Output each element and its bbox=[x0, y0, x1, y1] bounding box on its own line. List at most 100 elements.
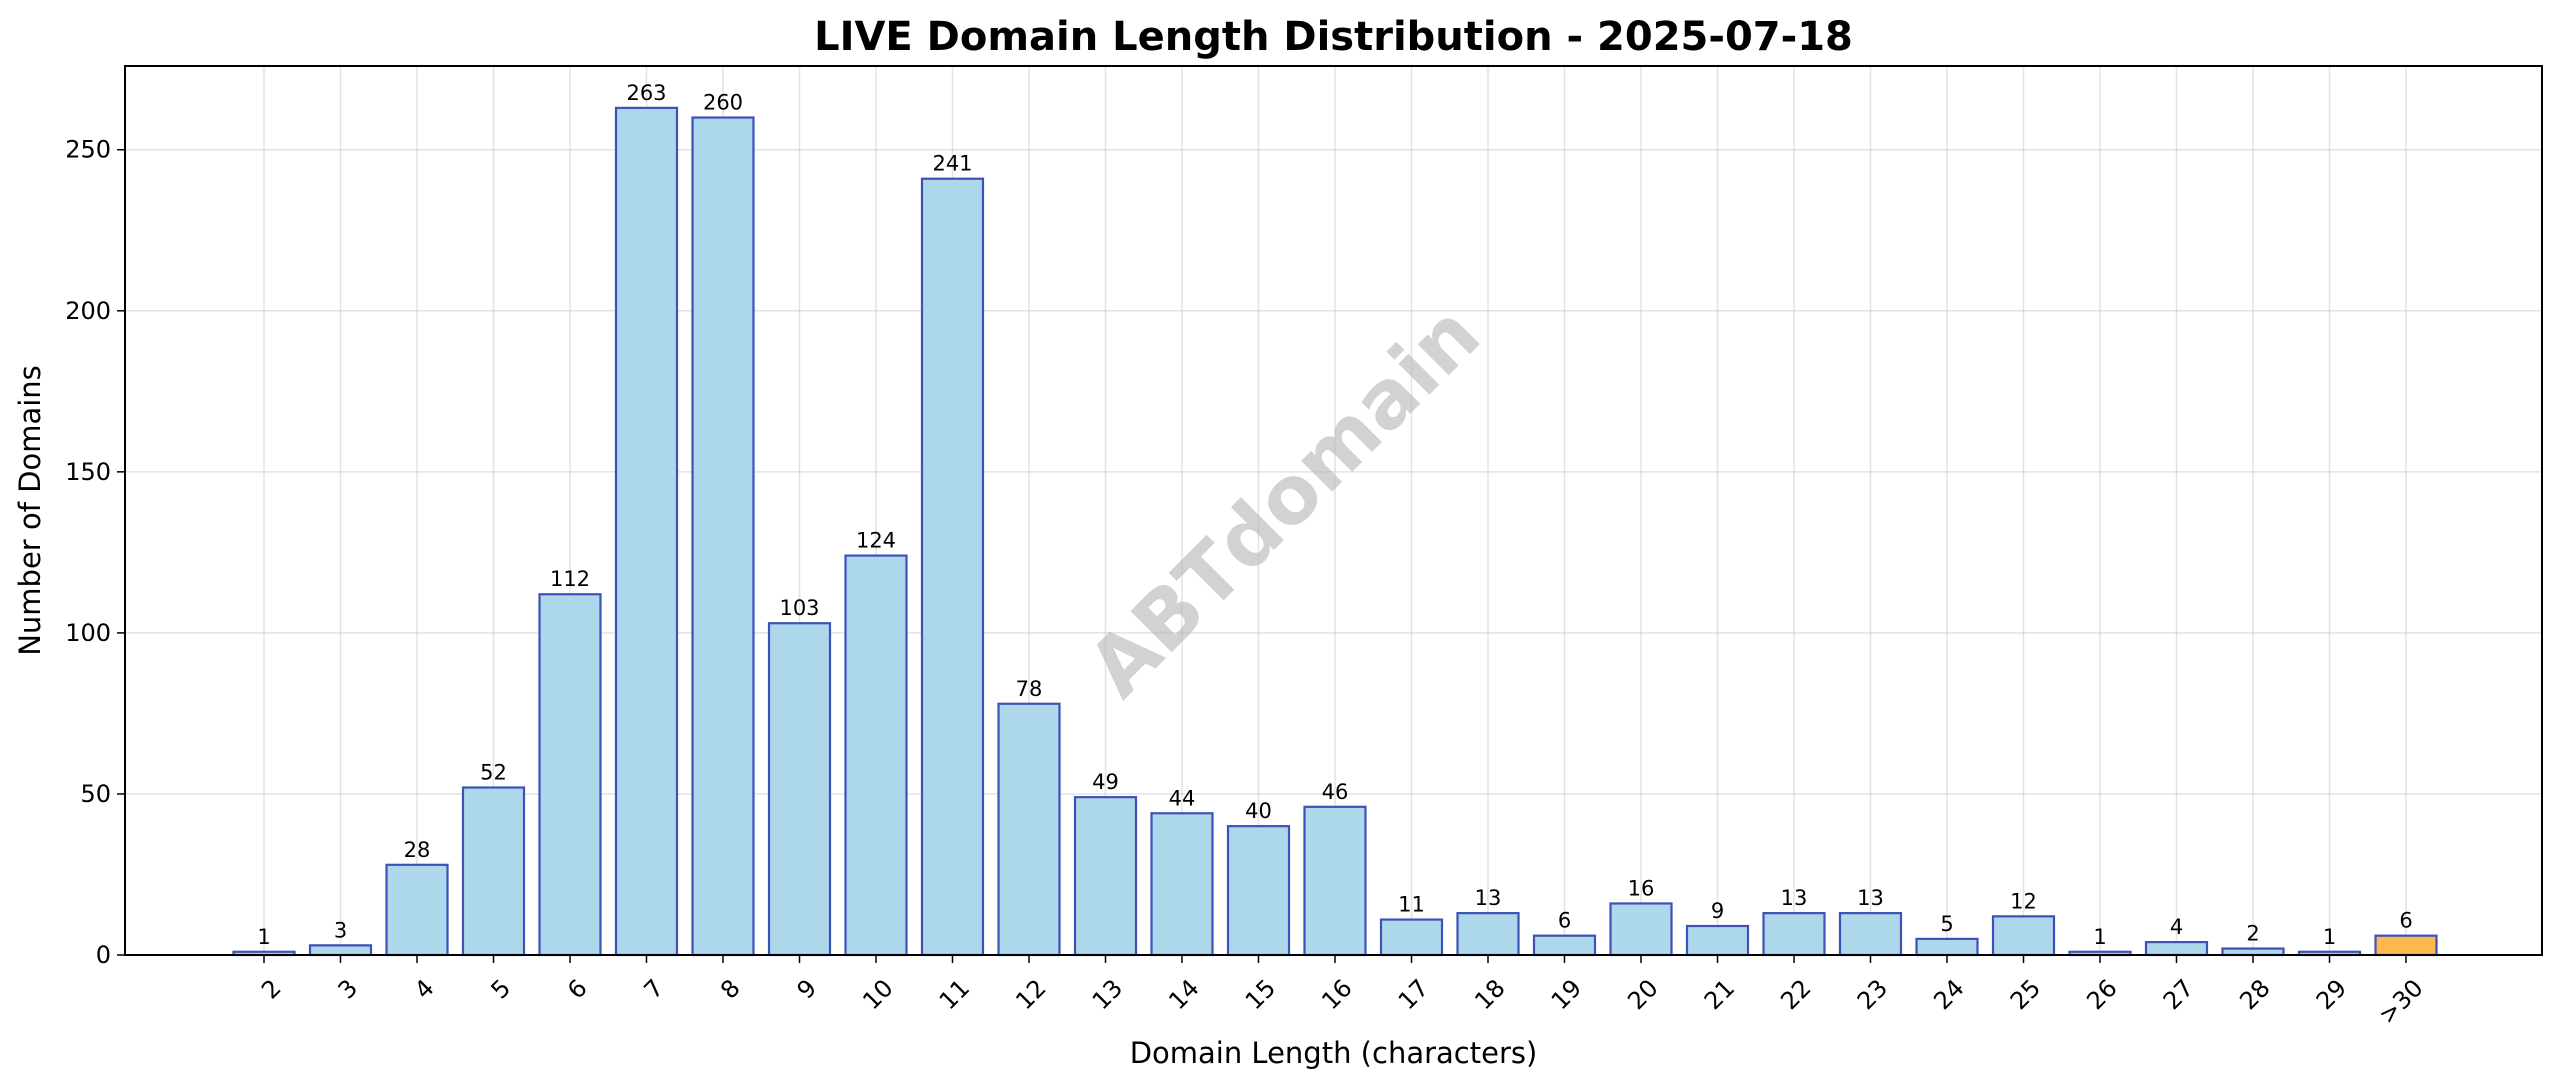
x-tick-label: 19 bbox=[1546, 974, 1587, 1015]
y-axis-ticks: 0 50 100 150 200 250 bbox=[65, 136, 125, 969]
x-tick-label: 2 bbox=[256, 974, 287, 1005]
data-label-12: 78 bbox=[1016, 677, 1043, 701]
data-label-15: 40 bbox=[1245, 799, 1272, 823]
data-label-4: 28 bbox=[404, 838, 431, 862]
x-tick-label: >30 bbox=[2373, 974, 2429, 1030]
bar-6 bbox=[538, 593, 602, 957]
x-tick-label: 13 bbox=[1087, 974, 1128, 1015]
bar-16 bbox=[1303, 805, 1367, 957]
data-label-23: 13 bbox=[1857, 886, 1884, 910]
y-tick-label: 250 bbox=[65, 136, 111, 164]
data-label-20: 16 bbox=[1628, 876, 1655, 900]
x-tick-label: 3 bbox=[333, 974, 364, 1005]
x-tick-label: 23 bbox=[1852, 974, 1893, 1015]
x-axis-ticks: 2 3 4 5 6 7 8 9 10 11 12 13 14 15 16 17 18 19 20 21 22 23 24 25… bbox=[256, 955, 2429, 1030]
bar->30 bbox=[2374, 934, 2438, 957]
x-tick-label: 4 bbox=[409, 974, 440, 1005]
x-tick-label: 15 bbox=[1240, 974, 1281, 1015]
data-label-13: 49 bbox=[1092, 770, 1119, 794]
bar-20 bbox=[1609, 902, 1673, 957]
data-label-26: 1 bbox=[2093, 925, 2106, 949]
data-label-8: 260 bbox=[703, 91, 743, 115]
chart-title: LIVE Domain Length Distribution - 2025-0… bbox=[814, 14, 1853, 60]
bar-22 bbox=[1762, 912, 1826, 957]
bar-13 bbox=[1073, 796, 1138, 957]
y-tick-label: 50 bbox=[80, 780, 111, 808]
x-axis-title: Domain Length (characters) bbox=[1130, 1036, 1538, 1070]
data-label-5: 52 bbox=[480, 761, 507, 785]
data-label-16: 46 bbox=[1322, 780, 1349, 804]
bar-15 bbox=[1226, 825, 1291, 957]
x-tick-label: 12 bbox=[1010, 974, 1051, 1015]
x-tick-label: 5 bbox=[486, 974, 517, 1005]
bar-9 bbox=[767, 622, 832, 957]
plot-frame bbox=[124, 65, 2543, 956]
bar-7 bbox=[614, 106, 679, 957]
y-tick-label: 100 bbox=[65, 619, 111, 647]
x-tick-label: 17 bbox=[1393, 974, 1434, 1015]
data-label-17: 11 bbox=[1398, 893, 1425, 917]
x-tick-label: 29 bbox=[2311, 974, 2352, 1015]
x-tick-label: 22 bbox=[1775, 974, 1816, 1015]
bar-24 bbox=[1915, 937, 1979, 957]
x-tick-label: 25 bbox=[2005, 974, 2046, 1015]
bar-25 bbox=[1991, 915, 2056, 957]
data-label->30: 6 bbox=[2399, 909, 2412, 933]
bar-11 bbox=[920, 177, 985, 957]
x-tick-label: 24 bbox=[1928, 974, 1969, 1015]
bar-4 bbox=[385, 863, 449, 957]
x-tick-label: 9 bbox=[792, 974, 823, 1005]
data-label-3: 3 bbox=[334, 918, 347, 942]
x-tick-label: 8 bbox=[715, 974, 746, 1005]
bars bbox=[232, 106, 2438, 957]
x-tick-label: 28 bbox=[2234, 974, 2275, 1015]
data-label-7: 263 bbox=[626, 81, 666, 105]
y-tick-label: 150 bbox=[65, 458, 111, 486]
data-label-2: 1 bbox=[257, 925, 270, 949]
x-tick-label: 21 bbox=[1699, 974, 1740, 1015]
data-label-18: 13 bbox=[1475, 886, 1502, 910]
data-label-11: 241 bbox=[932, 152, 972, 176]
bar-17 bbox=[1379, 918, 1444, 957]
x-tick-label: 26 bbox=[2081, 974, 2122, 1015]
x-tick-label: 14 bbox=[1163, 974, 1204, 1015]
x-tick-label: 18 bbox=[1469, 974, 1510, 1015]
bar-3 bbox=[308, 944, 373, 957]
bar-12 bbox=[997, 702, 1061, 957]
x-tick-label: 16 bbox=[1316, 974, 1357, 1015]
x-tick-label: 7 bbox=[639, 974, 670, 1005]
data-label-24: 5 bbox=[1940, 912, 1953, 936]
bar-21 bbox=[1685, 924, 1750, 957]
bar-23 bbox=[1838, 912, 1903, 957]
y-tick-label: 0 bbox=[96, 941, 111, 969]
data-label-10: 124 bbox=[856, 529, 896, 553]
bar-18 bbox=[1456, 912, 1520, 957]
data-label-9: 103 bbox=[779, 596, 819, 620]
bar-14 bbox=[1150, 812, 1214, 957]
x-tick-label: 27 bbox=[2158, 974, 2199, 1015]
x-tick-label: 10 bbox=[857, 974, 898, 1015]
y-tick-label: 200 bbox=[65, 297, 111, 325]
data-label-14: 44 bbox=[1169, 786, 1196, 810]
data-label-22: 13 bbox=[1781, 886, 1808, 910]
bar-27 bbox=[2144, 941, 2209, 957]
data-label-28: 2 bbox=[2246, 922, 2259, 946]
x-tick-label: 20 bbox=[1622, 974, 1663, 1015]
x-tick-label: 11 bbox=[934, 974, 975, 1015]
bar-5 bbox=[461, 786, 526, 957]
data-label-27: 4 bbox=[2170, 915, 2183, 939]
x-tick-label: 6 bbox=[562, 974, 593, 1005]
data-label-25: 12 bbox=[2010, 889, 2037, 913]
watermark-text: ABTdomain bbox=[1070, 287, 1497, 714]
y-axis-title: Number of Domains bbox=[13, 365, 47, 656]
bar-19 bbox=[1532, 934, 1597, 957]
data-label-6: 112 bbox=[550, 567, 590, 591]
data-label-29: 1 bbox=[2323, 925, 2336, 949]
data-label-19: 6 bbox=[1558, 909, 1571, 933]
data-label-21: 9 bbox=[1711, 899, 1724, 923]
bar-8 bbox=[691, 116, 755, 957]
bar-10 bbox=[844, 554, 908, 957]
